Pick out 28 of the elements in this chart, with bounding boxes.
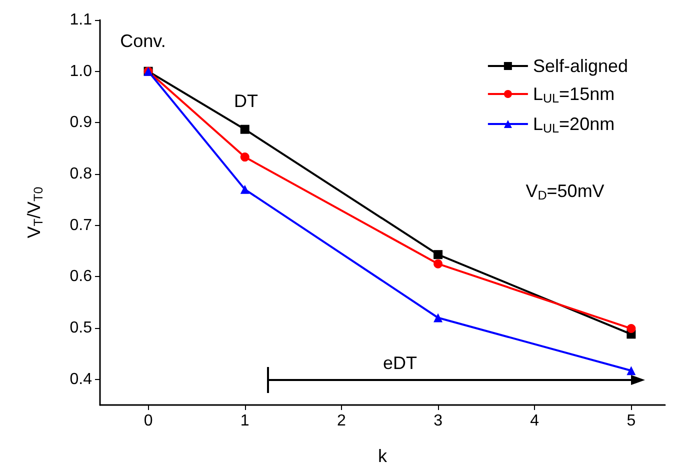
y-tick-label: 0.7	[70, 216, 92, 234]
x-tick-label: 5	[626, 412, 636, 430]
legend-label: Self-aligned	[532, 56, 628, 76]
annotation: eDT	[382, 353, 418, 373]
x-tick-label: 4	[530, 412, 540, 430]
x-axis-title: k	[378, 446, 388, 466]
annotation: DT	[234, 91, 258, 111]
y-tick-label: 1.0	[70, 62, 92, 80]
point	[434, 250, 443, 260]
y-axis-title: VT/VT0	[24, 186, 46, 238]
point	[434, 259, 443, 268]
y-tick-label: 0.9	[70, 114, 92, 132]
x-tick-label: 1	[240, 412, 250, 430]
point	[240, 184, 250, 194]
y-tick-label: 0.6	[70, 268, 92, 286]
annotation: Conv.	[120, 31, 166, 51]
point	[240, 152, 250, 162]
x-tick-label: 2	[337, 412, 346, 430]
x-tick-label: 3	[434, 412, 443, 430]
y-tick-label: 1.1	[70, 12, 92, 28]
x-tick-label: 0	[144, 412, 153, 430]
y-tick-label: 0.4	[70, 370, 92, 388]
y-tick-label: 0.8	[70, 166, 92, 182]
point	[240, 124, 250, 134]
point	[434, 313, 443, 322]
point	[626, 366, 636, 376]
point	[626, 324, 636, 334]
y-tick-label: 0.5	[70, 320, 92, 336]
